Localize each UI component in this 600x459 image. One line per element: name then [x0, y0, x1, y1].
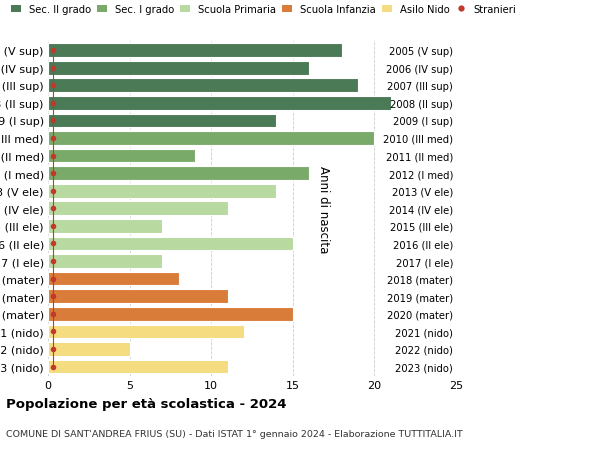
Bar [48, 255, 162, 269]
Bar [48, 132, 374, 146]
Bar [48, 342, 130, 356]
Bar [48, 114, 277, 128]
Bar [48, 307, 293, 321]
Bar [48, 325, 244, 338]
Bar [48, 62, 309, 75]
Bar [48, 237, 293, 251]
Bar [48, 44, 342, 58]
Bar [48, 149, 195, 163]
Legend: Sec. II grado, Sec. I grado, Scuola Primaria, Scuola Infanzia, Asilo Nido, Stran: Sec. II grado, Sec. I grado, Scuola Prim… [11, 5, 517, 15]
Bar [48, 185, 277, 198]
Bar [48, 219, 162, 233]
Y-axis label: Anni di nascita: Anni di nascita [317, 165, 329, 252]
Bar [48, 167, 309, 180]
Bar [48, 202, 227, 216]
Bar [48, 290, 227, 303]
Bar [48, 360, 227, 374]
Text: Popolazione per età scolastica - 2024: Popolazione per età scolastica - 2024 [6, 397, 287, 410]
Bar [48, 79, 358, 93]
Text: COMUNE DI SANT'ANDREA FRIUS (SU) - Dati ISTAT 1° gennaio 2024 - Elaborazione TUT: COMUNE DI SANT'ANDREA FRIUS (SU) - Dati … [6, 429, 463, 438]
Bar [48, 97, 391, 111]
Bar [48, 272, 179, 286]
